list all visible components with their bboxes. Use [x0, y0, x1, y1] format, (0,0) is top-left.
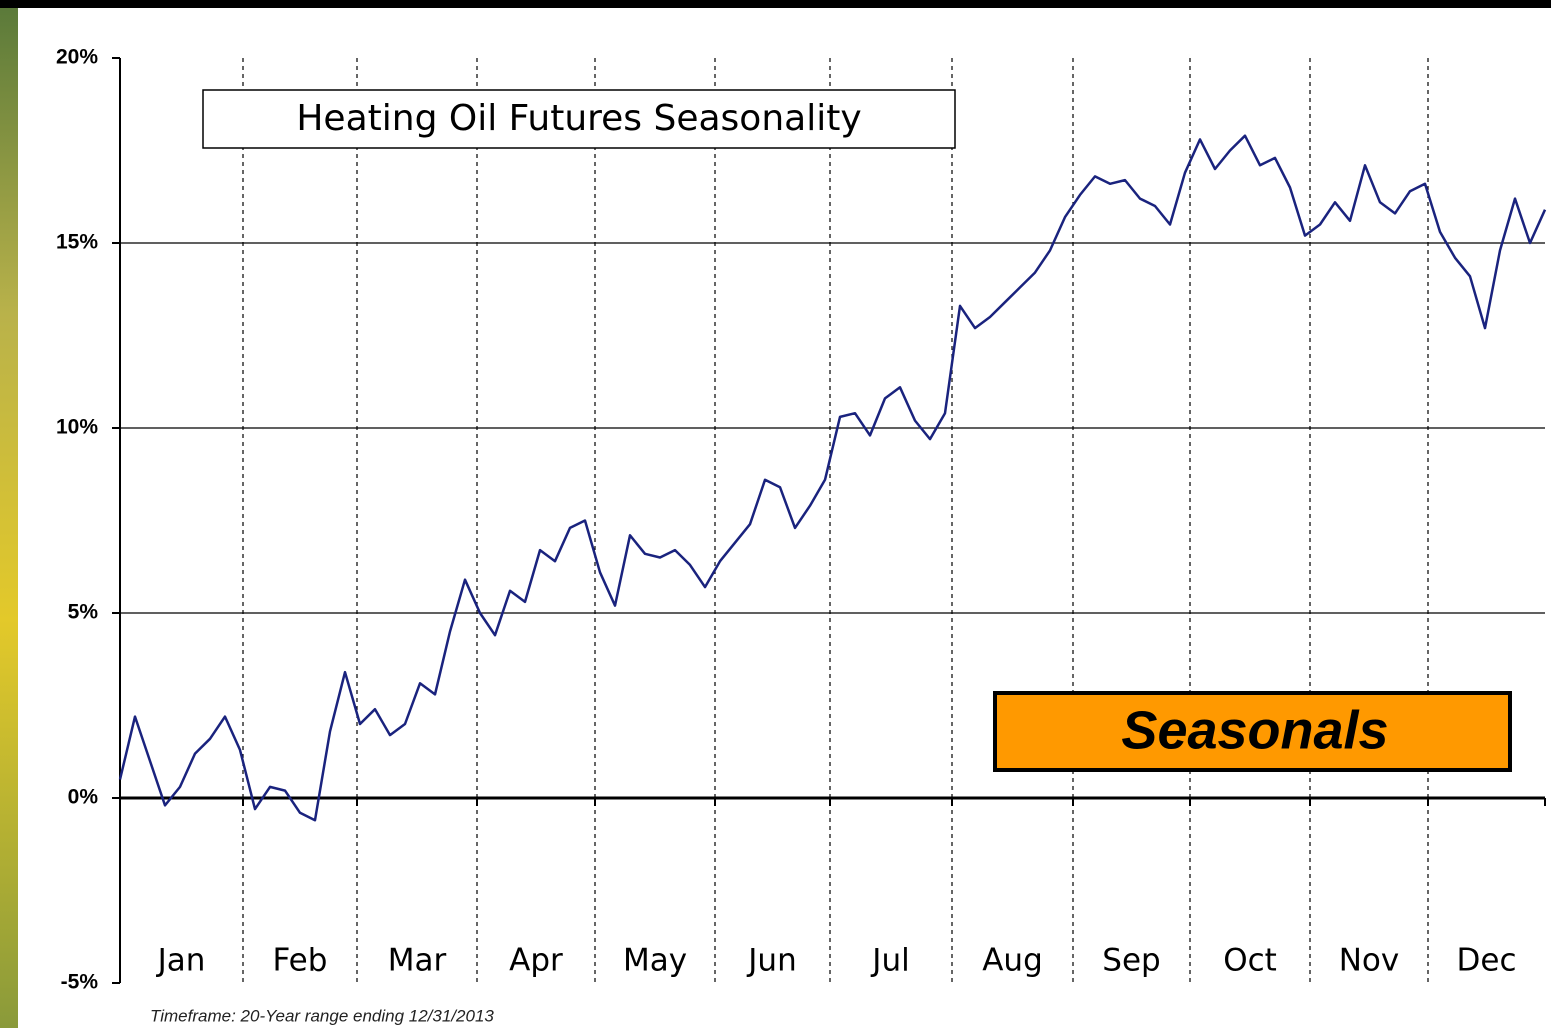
x-tick-label: Jul [870, 943, 909, 979]
plot-area: Jan Feb Mar Apr May Jun Jul Aug Sep Oct Nov Dec -5% 0… [56, 46, 1547, 994]
x-tick-label: May [623, 943, 687, 979]
x-tick-label: Apr [509, 943, 563, 979]
top-bar [0, 0, 1551, 8]
y-tick-label: 20% [56, 46, 98, 69]
series-line [118, 134, 1547, 822]
x-tick-label: Nov [1339, 943, 1400, 979]
y-tick-label: 0% [68, 786, 99, 809]
x-tick-label: Aug [982, 943, 1043, 979]
y-tick-label: 10% [56, 416, 98, 439]
footnote: Timeframe: 20-Year range ending 12/31/20… [150, 1006, 494, 1025]
y-tick-label: -5% [61, 971, 99, 994]
chart-title: Heating Oil Futures Seasonality [296, 98, 861, 139]
y-tick-label: 5% [68, 601, 99, 624]
annotation-box [993, 691, 1512, 772]
x-tick-label: Oct [1223, 943, 1277, 979]
x-tick-label: Jan [156, 943, 206, 979]
x-tick-label: Mar [388, 943, 447, 979]
x-tick-label: Dec [1457, 943, 1517, 979]
annotation: Seasonals [1121, 700, 1388, 760]
x-tick-label: Sep [1102, 943, 1160, 979]
side-strip [0, 8, 18, 1028]
title-box [202, 89, 956, 149]
y-tick-label: 15% [56, 231, 98, 254]
x-tick-label: Feb [273, 943, 328, 979]
x-tick-label: Jun [746, 943, 796, 979]
